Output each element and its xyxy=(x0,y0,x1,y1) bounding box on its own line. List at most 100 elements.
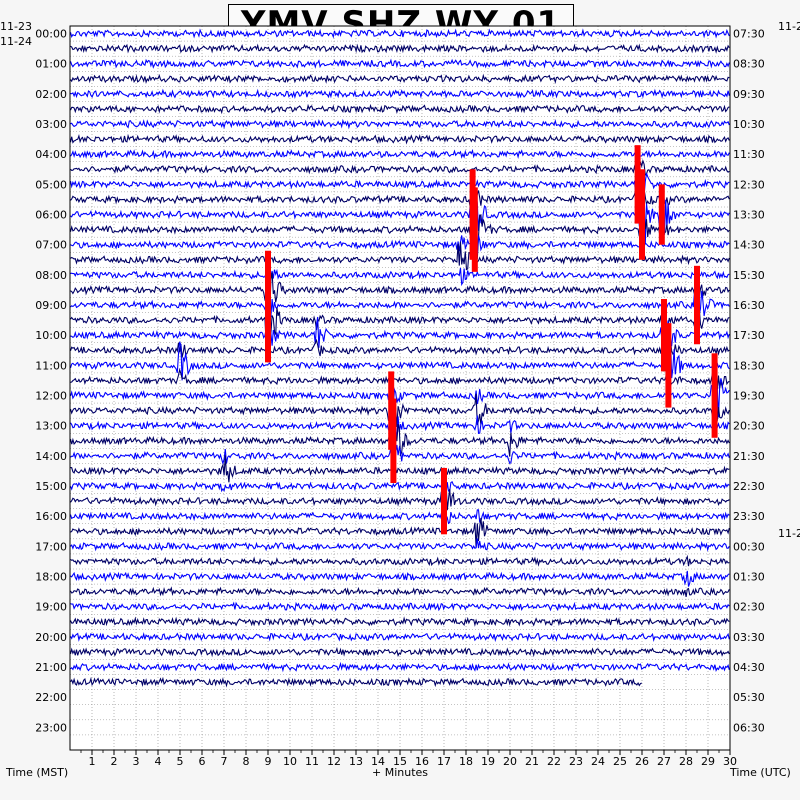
left-hour-label: 09:00 xyxy=(35,299,67,312)
y-axis-label-right: Time (UTC) xyxy=(730,766,791,779)
clipped-event xyxy=(658,184,665,245)
trace-row xyxy=(69,646,730,658)
x-tick-label: 3 xyxy=(133,755,140,768)
x-tick-label: 23 xyxy=(569,755,583,768)
right-hour-label: 15:30 xyxy=(733,269,765,282)
right-hour-label: 18:30 xyxy=(733,359,765,372)
trace-row xyxy=(70,517,730,548)
trace-row xyxy=(70,241,730,271)
right-hour-label: 21:30 xyxy=(733,450,765,463)
left-hour-label: 08:00 xyxy=(35,269,67,282)
left-hour-label: 12:00 xyxy=(35,390,67,403)
left-hour-label: 10:00 xyxy=(35,329,67,342)
left-hour-label: 01:00 xyxy=(35,58,67,71)
x-tick-label: 29 xyxy=(701,755,715,768)
clipped-event xyxy=(265,277,271,363)
right-hour-label: 03:30 xyxy=(733,631,765,644)
x-tick-label: 4 xyxy=(155,755,162,768)
trace-row xyxy=(69,389,730,428)
x-axis-label: + Minutes xyxy=(372,766,429,779)
trace-row xyxy=(69,338,730,361)
trace-row xyxy=(70,316,730,365)
trace-row xyxy=(70,538,730,552)
trace-row xyxy=(70,73,730,85)
right-hour-label: 09:30 xyxy=(733,88,765,101)
clipped-event xyxy=(711,353,718,438)
right-hour-label: 05:30 xyxy=(733,691,765,704)
x-tick-label: 15 xyxy=(393,755,407,768)
right-hour-label: 17:30 xyxy=(733,329,765,342)
left-hour-label: 22:00 xyxy=(35,691,67,704)
right-hour-label: 07:30 xyxy=(733,28,765,41)
trace-row xyxy=(70,410,730,437)
left-hour-label: 17:00 xyxy=(35,540,67,553)
x-tick-label: 19 xyxy=(481,755,495,768)
trace-row xyxy=(70,183,730,213)
trace-row xyxy=(69,103,730,115)
trace-row xyxy=(70,148,730,160)
trace-row xyxy=(70,661,730,673)
trace-row xyxy=(69,423,730,459)
clipped-event xyxy=(639,169,645,260)
x-tick-label: 11 xyxy=(305,755,319,768)
trace-row xyxy=(70,186,730,246)
x-tick-label: 25 xyxy=(613,755,627,768)
clipped-event xyxy=(471,187,478,272)
x-tick-label: 24 xyxy=(591,755,605,768)
trace-row xyxy=(70,290,730,343)
date-label-prev: 11-23 xyxy=(0,20,32,33)
trace-row xyxy=(70,366,730,396)
left-hour-label: 21:00 xyxy=(35,661,67,674)
trace-row xyxy=(70,601,730,612)
clipped-event xyxy=(441,467,447,535)
trace-row xyxy=(70,88,730,100)
right-hour-label: 11:30 xyxy=(733,148,765,161)
trace-row xyxy=(70,631,730,643)
trace-row xyxy=(70,474,730,511)
left-hour-label: 00:00 xyxy=(35,28,67,41)
left-hour-label: 20:00 xyxy=(35,631,67,644)
trace-row xyxy=(69,133,730,145)
x-tick-label: 16 xyxy=(415,755,429,768)
right-hour-label: 10:30 xyxy=(733,118,765,131)
x-tick-label: 18 xyxy=(459,755,473,768)
trace-row xyxy=(70,616,730,628)
right-hour-label: 23:30 xyxy=(733,510,765,523)
left-hour-label: 07:00 xyxy=(35,239,67,252)
x-tick-label: 28 xyxy=(679,755,693,768)
x-tick-label: 26 xyxy=(635,755,649,768)
right-hour-label: 01:30 xyxy=(733,571,765,584)
left-hour-label: 15:00 xyxy=(35,480,67,493)
left-hour-label: 02:00 xyxy=(35,88,67,101)
date-label-right-mid: 11-2 xyxy=(778,527,800,540)
trace-row xyxy=(70,233,730,255)
left-hour-label: 18:00 xyxy=(35,571,67,584)
right-hour-label: 20:30 xyxy=(733,420,765,433)
clipped-event xyxy=(634,145,641,224)
right-hour-label: 16:30 xyxy=(733,299,765,312)
x-tick-label: 8 xyxy=(243,755,250,768)
x-tick-label: 5 xyxy=(177,755,184,768)
left-hour-label: 23:00 xyxy=(35,721,67,734)
x-tick-label: 2 xyxy=(111,755,118,768)
left-hour-label: 05:00 xyxy=(35,178,67,191)
right-hour-label: 12:30 xyxy=(733,178,765,191)
clipped-event xyxy=(661,299,667,372)
trace-row xyxy=(70,118,730,130)
trace-row xyxy=(70,293,730,353)
right-hour-label: 04:30 xyxy=(733,661,765,674)
y-axis-label-left: Time (MST) xyxy=(6,766,69,779)
trace-row xyxy=(69,58,730,69)
left-hour-label: 19:00 xyxy=(35,601,67,614)
trace-row xyxy=(70,263,730,315)
clipped-event xyxy=(665,323,672,408)
left-hour-label: 13:00 xyxy=(35,420,67,433)
x-tick-label: 14 xyxy=(371,755,385,768)
right-hour-label: 19:30 xyxy=(733,390,765,403)
trace-row xyxy=(69,335,730,381)
x-tick-label: 7 xyxy=(221,755,228,768)
clipped-event xyxy=(390,398,397,484)
clipped-event xyxy=(694,265,700,345)
x-tick-label: 17 xyxy=(437,755,451,768)
right-hour-label: 02:30 xyxy=(733,601,765,614)
